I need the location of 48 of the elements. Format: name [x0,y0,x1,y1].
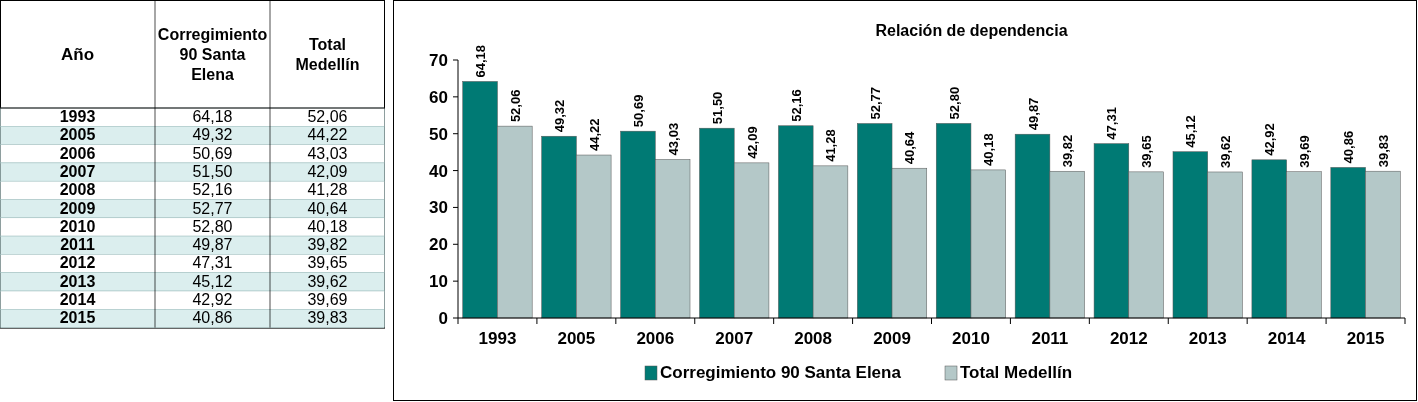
data-label: 39,62 [1218,135,1234,168]
data-label: 64,18 [473,44,489,78]
x-tick-label: 2014 [1267,329,1307,348]
y-tick-label: 70 [429,51,448,70]
data-label: 47,31 [1104,107,1120,140]
x-tick-label: 2008 [794,329,833,348]
data-label: 40,86 [1341,130,1357,164]
y-tick-label: 0 [438,309,448,328]
data-label: 39,69 [1296,135,1312,168]
y-tick-label: 30 [429,198,448,218]
y-tick-label: 50 [429,124,448,144]
data-table: 1993 64,18 52,06 2005 49,32 44,22 2006 50,69 43,03 2007 51,50 42,09 2008 52,16 41,28 2009 52,77 40,64 2010 52,80 40,18 2011 49,87 39,82 2012 47,31 39,65 2013 45,12 39,62 2014 42,92 39,69 2015 40,86 39,83 Año Corregimiento 90 Santa Elena Total Medellín [0,0,386,329]
data-label: 52,06 [507,89,523,123]
y-tick-label: 20 [429,235,448,255]
chart-title: Relación de dependencia [875,22,1068,39]
x-tick-label: 2010 [952,329,990,348]
data-label: 42,92 [1262,123,1278,156]
data-label: 39,65 [1139,135,1155,168]
data-label: 39,83 [1375,134,1391,168]
data-label: 40,64 [902,130,918,165]
data-label: 43,03 [665,122,681,156]
y-tick-label: 10 [429,272,448,292]
y-tick-label: 60 [429,87,448,107]
legend-label: Total Medellín [960,363,1073,382]
x-tick-label: 2015 [1346,329,1385,348]
legend-label: Corregimiento 90 Santa Elena [660,363,902,382]
x-tick-label: 2012 [1109,329,1148,348]
data-label: 49,32 [552,99,568,133]
data-label: 40,18 [981,133,997,166]
data-label: 49,87 [1025,97,1041,131]
x-tick-label: 1993 [478,329,517,348]
data-label: 44,22 [586,118,602,152]
data-label: 42,09 [744,126,760,159]
data-label: 52,16 [788,89,804,122]
data-label: 51,50 [709,91,725,125]
x-tick-label: 2007 [715,329,754,348]
y-tick-label: 40 [429,161,448,181]
x-tick-label: 2006 [636,329,675,348]
data-label: 39,82 [1060,134,1076,168]
data-label: 50,69 [630,94,646,128]
data-label: 52,80 [946,86,962,120]
data-label: 45,12 [1183,115,1199,148]
x-tick-label: 2009 [873,329,911,348]
data-label: 52,77 [867,86,883,120]
x-tick-label: 2013 [1188,329,1227,348]
data-label: 41,28 [823,129,839,162]
x-tick-label: 2011 [1031,329,1069,348]
x-tick-label: 2005 [557,329,596,348]
